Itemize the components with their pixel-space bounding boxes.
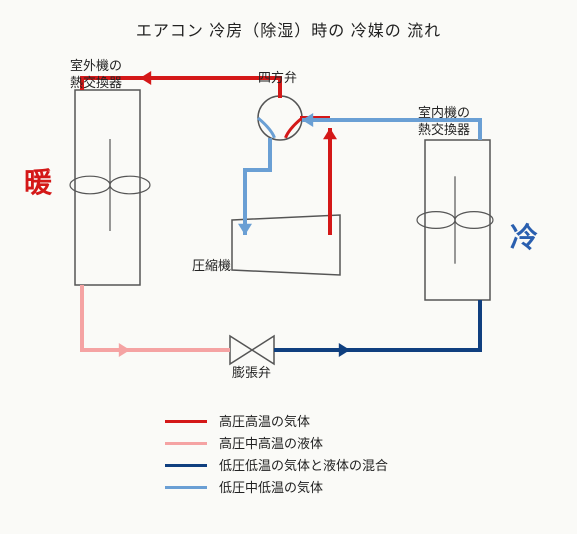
label-compressor: 圧縮機 bbox=[192, 258, 231, 275]
legend-label: 高圧高温の気体 bbox=[219, 414, 310, 431]
label-outdoor: 室外機の 熱交換器 bbox=[70, 58, 122, 92]
legend-label: 高圧中高温の液体 bbox=[219, 436, 323, 453]
label-expansion: 膨張弁 bbox=[232, 365, 271, 382]
legend-swatch bbox=[165, 486, 207, 489]
label-warm: 暖 bbox=[24, 165, 52, 201]
label-fourway: 四方弁 bbox=[258, 70, 297, 87]
legend-swatch bbox=[165, 464, 207, 467]
diagram-canvas: エアコン 冷房（除湿）時の 冷媒の 流れ 室外機の 熱交換器 四方弁 室内機の … bbox=[0, 0, 577, 534]
label-indoor: 室内機の 熱交換器 bbox=[418, 105, 470, 139]
legend-swatch bbox=[165, 442, 207, 445]
legend-swatch bbox=[165, 420, 207, 423]
legend-label: 低圧低温の気体と液体の混合 bbox=[219, 458, 388, 475]
legend-label: 低圧中低温の気体 bbox=[219, 480, 323, 497]
label-cool: 冷 bbox=[510, 220, 538, 256]
